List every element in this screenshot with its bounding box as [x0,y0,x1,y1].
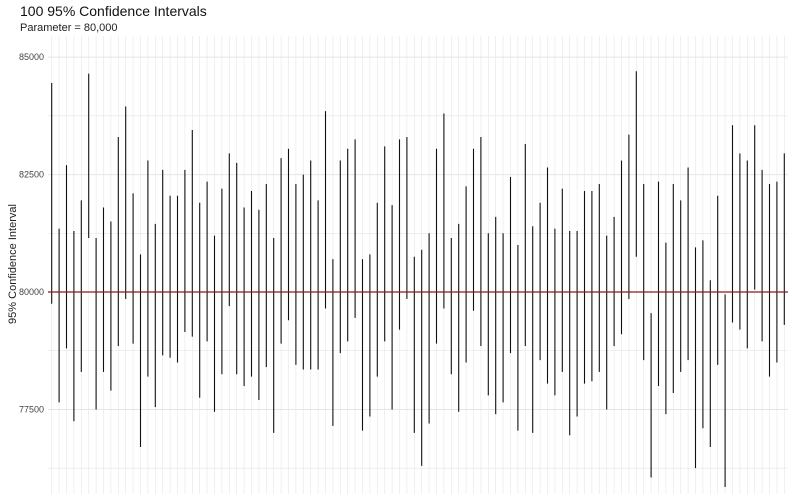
y-tick-label: 77500 [19,404,44,414]
grid-lines [48,36,788,494]
y-axis-ticks: 77500 80000 82500 85000 [19,52,44,414]
chart-title: 100 95% Confidence Intervals [20,3,207,19]
y-tick-label: 82500 [19,170,44,180]
interval-series [51,71,785,487]
y-tick-label: 85000 [19,52,44,62]
chart-subtitle: Parameter = 80,000 [20,22,118,34]
y-tick-label: 80000 [19,287,44,297]
